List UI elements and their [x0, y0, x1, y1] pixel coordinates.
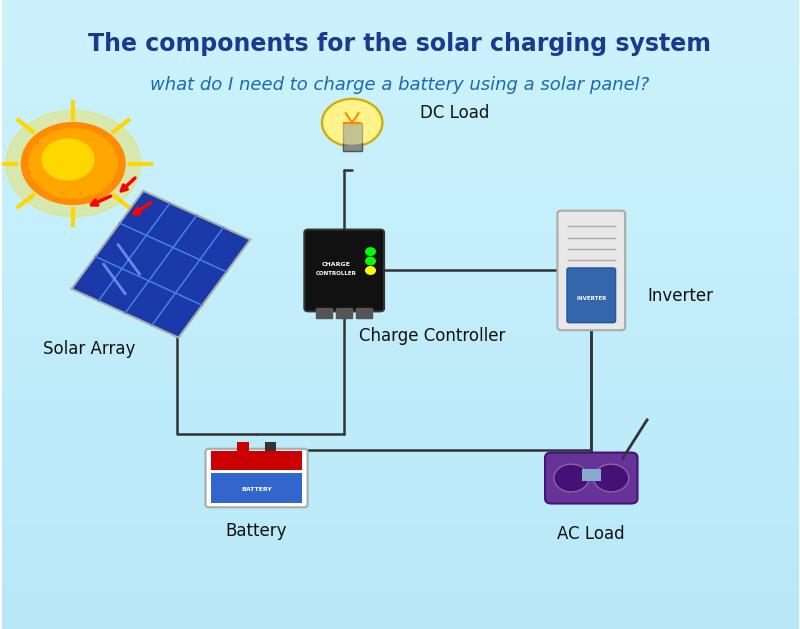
Text: DC Load: DC Load — [420, 104, 490, 122]
Circle shape — [366, 257, 375, 265]
Bar — [2, 461, 798, 482]
Bar — [2, 545, 798, 566]
Bar — [2, 377, 798, 398]
Bar — [582, 469, 601, 481]
Bar — [2, 608, 798, 629]
Text: what do I need to charge a battery using a solar panel?: what do I need to charge a battery using… — [150, 76, 650, 94]
Polygon shape — [71, 191, 250, 338]
Text: Inverter: Inverter — [647, 287, 713, 304]
Bar — [2, 482, 798, 503]
Bar — [237, 442, 249, 452]
FancyBboxPatch shape — [567, 268, 615, 323]
Bar — [2, 147, 798, 168]
Bar — [2, 587, 798, 608]
Text: CONTROLLER: CONTROLLER — [316, 271, 357, 276]
Bar — [316, 308, 332, 318]
Text: BATTERY: BATTERY — [241, 487, 272, 491]
Circle shape — [322, 99, 382, 147]
Bar — [2, 272, 798, 294]
Circle shape — [554, 464, 589, 492]
Bar — [2, 189, 798, 209]
Bar — [2, 398, 798, 420]
Circle shape — [42, 139, 94, 180]
Bar — [2, 84, 798, 105]
Bar — [356, 308, 372, 318]
Bar — [2, 42, 798, 63]
Circle shape — [366, 248, 375, 255]
Circle shape — [324, 101, 380, 145]
Circle shape — [22, 123, 125, 204]
Bar — [211, 452, 302, 470]
Bar — [2, 566, 798, 587]
Text: The components for the solar charging system: The components for the solar charging sy… — [89, 32, 711, 56]
Bar — [2, 335, 798, 357]
Circle shape — [29, 129, 118, 198]
Text: INVERTER: INVERTER — [576, 296, 606, 301]
Bar — [2, 314, 798, 335]
Bar — [2, 440, 798, 461]
Bar — [2, 0, 798, 21]
Bar — [2, 294, 798, 314]
Bar — [336, 308, 352, 318]
Circle shape — [594, 464, 629, 492]
FancyBboxPatch shape — [304, 230, 384, 311]
Bar — [2, 524, 798, 545]
Bar — [2, 63, 798, 84]
FancyBboxPatch shape — [545, 453, 638, 503]
FancyBboxPatch shape — [558, 211, 625, 330]
Text: CHARGE: CHARGE — [322, 262, 350, 267]
Bar — [342, 123, 362, 151]
Bar — [2, 209, 798, 231]
Bar — [211, 474, 302, 503]
Text: Battery: Battery — [226, 522, 287, 540]
Bar — [2, 357, 798, 377]
Circle shape — [366, 267, 375, 274]
Bar — [2, 231, 798, 252]
Bar — [265, 442, 277, 452]
Bar — [2, 252, 798, 272]
Circle shape — [6, 111, 141, 216]
Bar — [2, 168, 798, 189]
Bar — [2, 503, 798, 524]
Text: AC Load: AC Load — [558, 525, 625, 543]
Text: Charge Controller: Charge Controller — [358, 327, 505, 345]
Bar — [2, 21, 798, 42]
Bar — [2, 105, 798, 126]
Text: Solar Array: Solar Array — [43, 340, 135, 358]
Bar — [2, 126, 798, 147]
FancyBboxPatch shape — [206, 449, 307, 507]
Bar — [2, 420, 798, 440]
